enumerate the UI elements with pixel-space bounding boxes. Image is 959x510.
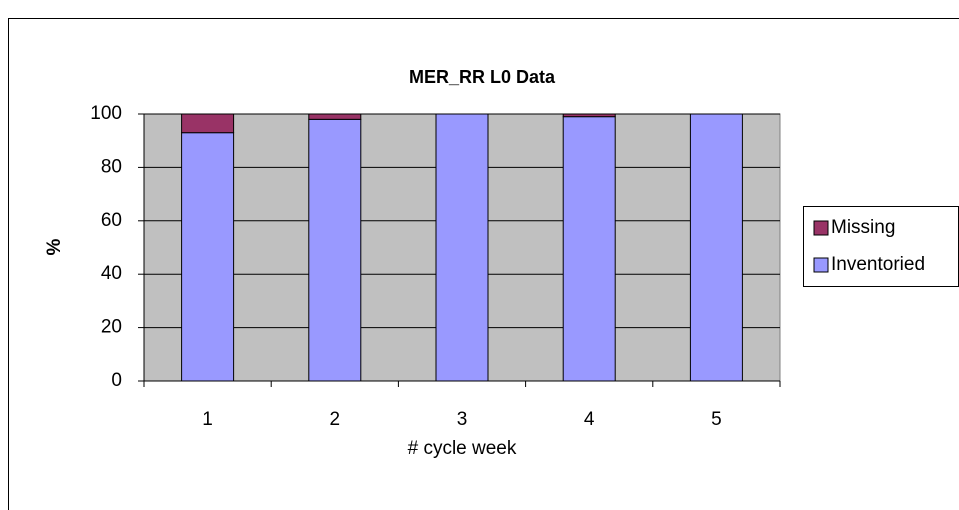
bar-segment [562, 113, 616, 118]
legend-box [803, 206, 959, 287]
bar-segment [689, 113, 743, 382]
bar-segment [181, 132, 235, 382]
y-tick-label: 100 [90, 103, 122, 124]
x-tick-label: 5 [711, 409, 722, 430]
legend-swatch [813, 257, 829, 273]
y-tick-label: 0 [111, 370, 122, 391]
y-tick-label: 60 [101, 210, 122, 231]
legend-swatch [813, 220, 829, 236]
chart-title: MER_RR L0 Data [409, 67, 556, 87]
bar-segment [308, 113, 362, 120]
y-tick-label: 40 [101, 263, 122, 284]
x-tick-label: 2 [330, 409, 341, 430]
y-axis-label: % [44, 238, 65, 255]
legend-label: Inventoried [831, 254, 925, 275]
legend-label: Missing [831, 217, 895, 238]
x-tick-label: 1 [202, 409, 213, 430]
y-tick-label: 20 [101, 317, 122, 338]
x-axis-label: # cycle week [408, 438, 517, 459]
x-tick-label: 3 [457, 409, 468, 430]
y-tick-label: 80 [101, 156, 122, 177]
x-tick-label: 4 [584, 409, 595, 430]
bar-segment [435, 113, 489, 382]
bar-segment [562, 116, 616, 382]
bar-segment [181, 113, 235, 134]
bar-segment [308, 118, 362, 382]
